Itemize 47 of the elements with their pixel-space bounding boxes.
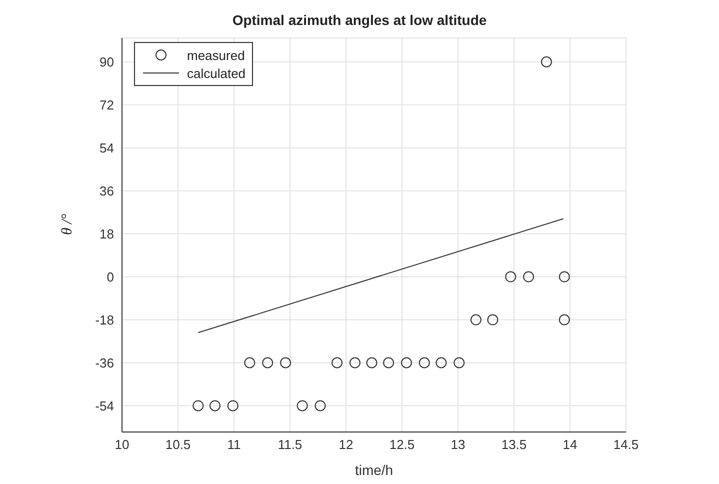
point — [209, 400, 220, 412]
point — [436, 357, 447, 368]
x-tick-label: 14.5 — [613, 437, 639, 452]
point — [296, 400, 308, 412]
point — [262, 357, 274, 368]
y-tick-label: 18 — [100, 226, 114, 242]
x-tick-label: 10.5 — [165, 437, 191, 452]
chart-title: Optimal azimuth angles at low altitude — [231, 12, 488, 28]
point — [280, 357, 292, 368]
point — [487, 314, 498, 326]
x-tick-label: 13 — [450, 437, 466, 452]
x-axis-title: time/h — [354, 462, 394, 478]
point — [192, 400, 204, 412]
point — [505, 271, 516, 282]
y-axis-title: θ /° — [59, 214, 76, 235]
point — [523, 271, 534, 282]
point — [366, 357, 378, 368]
x-tick-label: 13.5 — [501, 437, 527, 452]
point — [383, 357, 394, 368]
point — [314, 400, 326, 412]
point — [400, 357, 412, 368]
x-tick-label: 11 — [227, 437, 241, 452]
point — [227, 400, 238, 412]
y-tick-label: -18 — [95, 312, 114, 328]
y-tick-label: 72 — [100, 97, 114, 112]
x-tick-label: 12.5 — [389, 437, 415, 452]
y-tick-label: -54 — [95, 398, 114, 414]
y-tick-label: 0 — [106, 269, 114, 284]
x-tick-label: 12 — [338, 437, 354, 452]
point — [558, 271, 570, 282]
point — [332, 357, 343, 368]
point — [540, 56, 552, 68]
point — [470, 314, 482, 326]
legend-label: calculated — [187, 66, 246, 80]
x-tick-label: 10 — [114, 437, 130, 452]
point — [454, 357, 465, 368]
y-tick-label: -36 — [95, 355, 114, 370]
y-tick-label: 36 — [100, 183, 114, 198]
y-tick-label: 90 — [100, 54, 114, 70]
y-tick-label: 54 — [100, 140, 114, 156]
point — [244, 357, 256, 368]
legend-label: measured — [187, 48, 245, 62]
point — [349, 357, 360, 368]
x-tick-label: 11.5 — [278, 437, 302, 452]
point — [418, 357, 430, 368]
x-tick-label: 14 — [562, 437, 578, 452]
point — [558, 314, 570, 326]
